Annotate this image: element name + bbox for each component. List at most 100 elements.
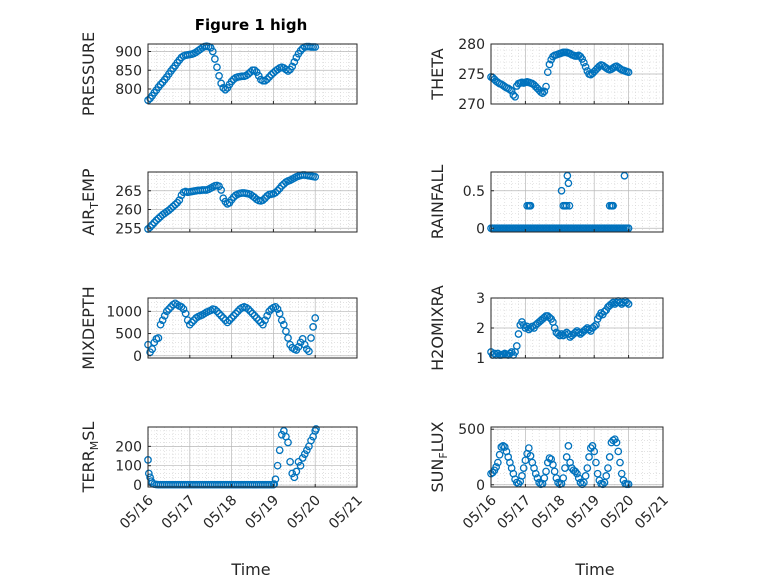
data-point <box>229 311 238 320</box>
data-point <box>576 478 585 487</box>
series-markers <box>487 48 633 101</box>
subplot-rainfall: 0 0.5 RAINFALL <box>428 165 664 240</box>
data-point <box>223 318 232 327</box>
data-point <box>578 480 587 489</box>
series-markers <box>487 297 633 359</box>
data-point <box>206 43 215 52</box>
data-point <box>564 442 573 450</box>
data-point <box>526 201 535 210</box>
x-tick-label: 05/20 <box>598 493 638 533</box>
data-point <box>578 55 587 63</box>
data-point <box>148 345 157 353</box>
y-tick-label: 800 <box>115 82 142 98</box>
x-tick-label: 05/16 <box>117 492 157 532</box>
subplot-theta: 270 275 280 THETA <box>428 37 664 113</box>
data-point <box>492 463 501 471</box>
data-point <box>494 458 502 467</box>
data-point <box>160 311 169 320</box>
data-point <box>581 62 590 71</box>
data-point <box>561 464 569 472</box>
data-point <box>271 303 280 311</box>
data-point <box>488 468 497 477</box>
data-point <box>221 85 230 94</box>
axes-frame <box>147 297 358 359</box>
x-tick-label: 05/21 <box>326 493 366 533</box>
data-point <box>259 320 267 329</box>
data-point <box>561 201 569 210</box>
y-tick-label: 500 <box>458 422 485 438</box>
y-tick-label: 2 <box>476 321 485 337</box>
data-point <box>177 53 186 62</box>
y-axis-label: AIRTEMP <box>79 168 101 235</box>
y-tick-label: 270 <box>458 97 485 113</box>
data-point <box>612 438 621 447</box>
data-point <box>271 188 280 197</box>
x-tick-label: 05/17 <box>159 493 199 533</box>
data-point <box>165 206 173 215</box>
data-point <box>565 201 574 210</box>
data-point <box>179 305 188 313</box>
data-point <box>302 446 311 455</box>
data-point <box>175 196 184 204</box>
data-point <box>519 464 528 472</box>
data-point <box>282 65 290 74</box>
data-point <box>271 475 280 484</box>
data-point <box>288 62 297 71</box>
data-point <box>213 63 221 72</box>
data-point <box>177 303 186 311</box>
data-point <box>495 450 504 459</box>
data-point <box>225 316 234 325</box>
x-tick-label: 05/19 <box>563 493 603 533</box>
data-point <box>227 314 236 322</box>
data-point <box>296 46 305 55</box>
y-tick-label: 0 <box>476 221 485 237</box>
y-tick-label: 0 <box>133 478 142 494</box>
x-tick-label: 05/20 <box>284 493 324 533</box>
data-point <box>265 73 274 81</box>
y-tick-label: 100 <box>115 459 142 475</box>
data-point <box>605 453 614 461</box>
data-point <box>229 75 238 84</box>
axes-frame <box>147 171 358 233</box>
data-point <box>535 478 544 487</box>
data-point <box>169 202 177 211</box>
data-point <box>252 68 261 76</box>
data-point <box>571 467 580 476</box>
data-point <box>509 91 518 99</box>
data-point <box>563 171 572 180</box>
data-point <box>562 453 571 461</box>
y-axis-label: RAINFALL <box>428 165 447 240</box>
data-point <box>554 478 562 487</box>
data-point <box>592 458 600 467</box>
data-point <box>165 305 173 313</box>
data-point <box>300 340 309 349</box>
data-point <box>581 325 590 334</box>
data-point <box>311 173 320 181</box>
data-point <box>261 194 269 203</box>
series-markers <box>487 171 633 233</box>
data-point <box>590 322 599 331</box>
y-tick-label: 1000 <box>106 304 142 320</box>
y-axis-label: H2OMIXRA <box>428 285 447 371</box>
data-point <box>614 447 623 456</box>
data-point <box>277 182 286 190</box>
data-point <box>619 298 628 307</box>
data-point <box>217 79 225 88</box>
data-point <box>215 182 223 191</box>
data-point <box>261 76 269 85</box>
data-point <box>227 77 236 86</box>
data-point <box>573 469 581 478</box>
data-point <box>279 320 288 329</box>
data-point <box>312 425 320 433</box>
data-point <box>511 92 519 101</box>
data-point <box>208 47 217 56</box>
data-point <box>559 474 568 482</box>
data-point <box>273 305 282 313</box>
data-point <box>574 328 583 337</box>
data-point <box>549 460 557 469</box>
y-tick-label: 255 <box>115 221 142 237</box>
data-point <box>585 453 593 461</box>
data-point <box>290 58 299 66</box>
data-point <box>257 318 265 327</box>
